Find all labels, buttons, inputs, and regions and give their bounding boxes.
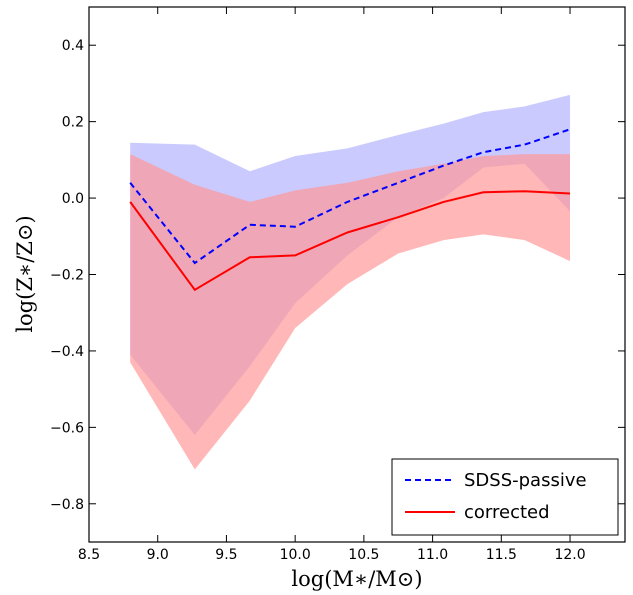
band-corrected <box>130 154 570 470</box>
y-tick-label: 0.0 <box>62 191 84 207</box>
y-tick-label: −0.8 <box>50 497 84 513</box>
legend-entry: SDSS-passive <box>464 470 587 491</box>
x-tick-label: 9.0 <box>147 547 169 563</box>
line-sdss-passive <box>129 128 571 265</box>
y-tick-label: −0.4 <box>50 344 84 360</box>
y-tick-label: 0.4 <box>62 38 84 54</box>
y-tick-label: 0.2 <box>62 115 84 131</box>
confidence-bands <box>130 94 570 470</box>
legend-box <box>391 458 619 536</box>
line-corrected <box>129 190 571 292</box>
y-tick-label: −0.6 <box>50 420 84 436</box>
x-tick-label: 10.5 <box>348 547 379 563</box>
series-lines <box>129 128 571 292</box>
x-tick-label: 11.5 <box>486 547 517 563</box>
x-tick-label: 11.0 <box>417 547 448 563</box>
x-tick-label: 12.0 <box>554 547 585 563</box>
x-axis-label: log(M∗/M⊙) <box>291 567 422 591</box>
legend: SDSS-passive corrected <box>391 458 619 536</box>
x-tick-label: 10.0 <box>280 547 311 563</box>
legend-entry: corrected <box>464 502 550 523</box>
y-axis-label: log(Z∗/Z⊙) <box>13 215 37 332</box>
y-axis-ticks: −0.8 −0.6 −0.4 −0.2 0.0 0.2 0.4 <box>50 38 625 513</box>
x-axis-ticks: 8.5 9.0 9.5 10.0 10.5 11.0 11.5 12.0 <box>78 7 586 563</box>
x-tick-label: 9.5 <box>215 547 237 563</box>
y-tick-label: −0.2 <box>50 268 84 284</box>
x-tick-label: 8.5 <box>78 547 100 563</box>
